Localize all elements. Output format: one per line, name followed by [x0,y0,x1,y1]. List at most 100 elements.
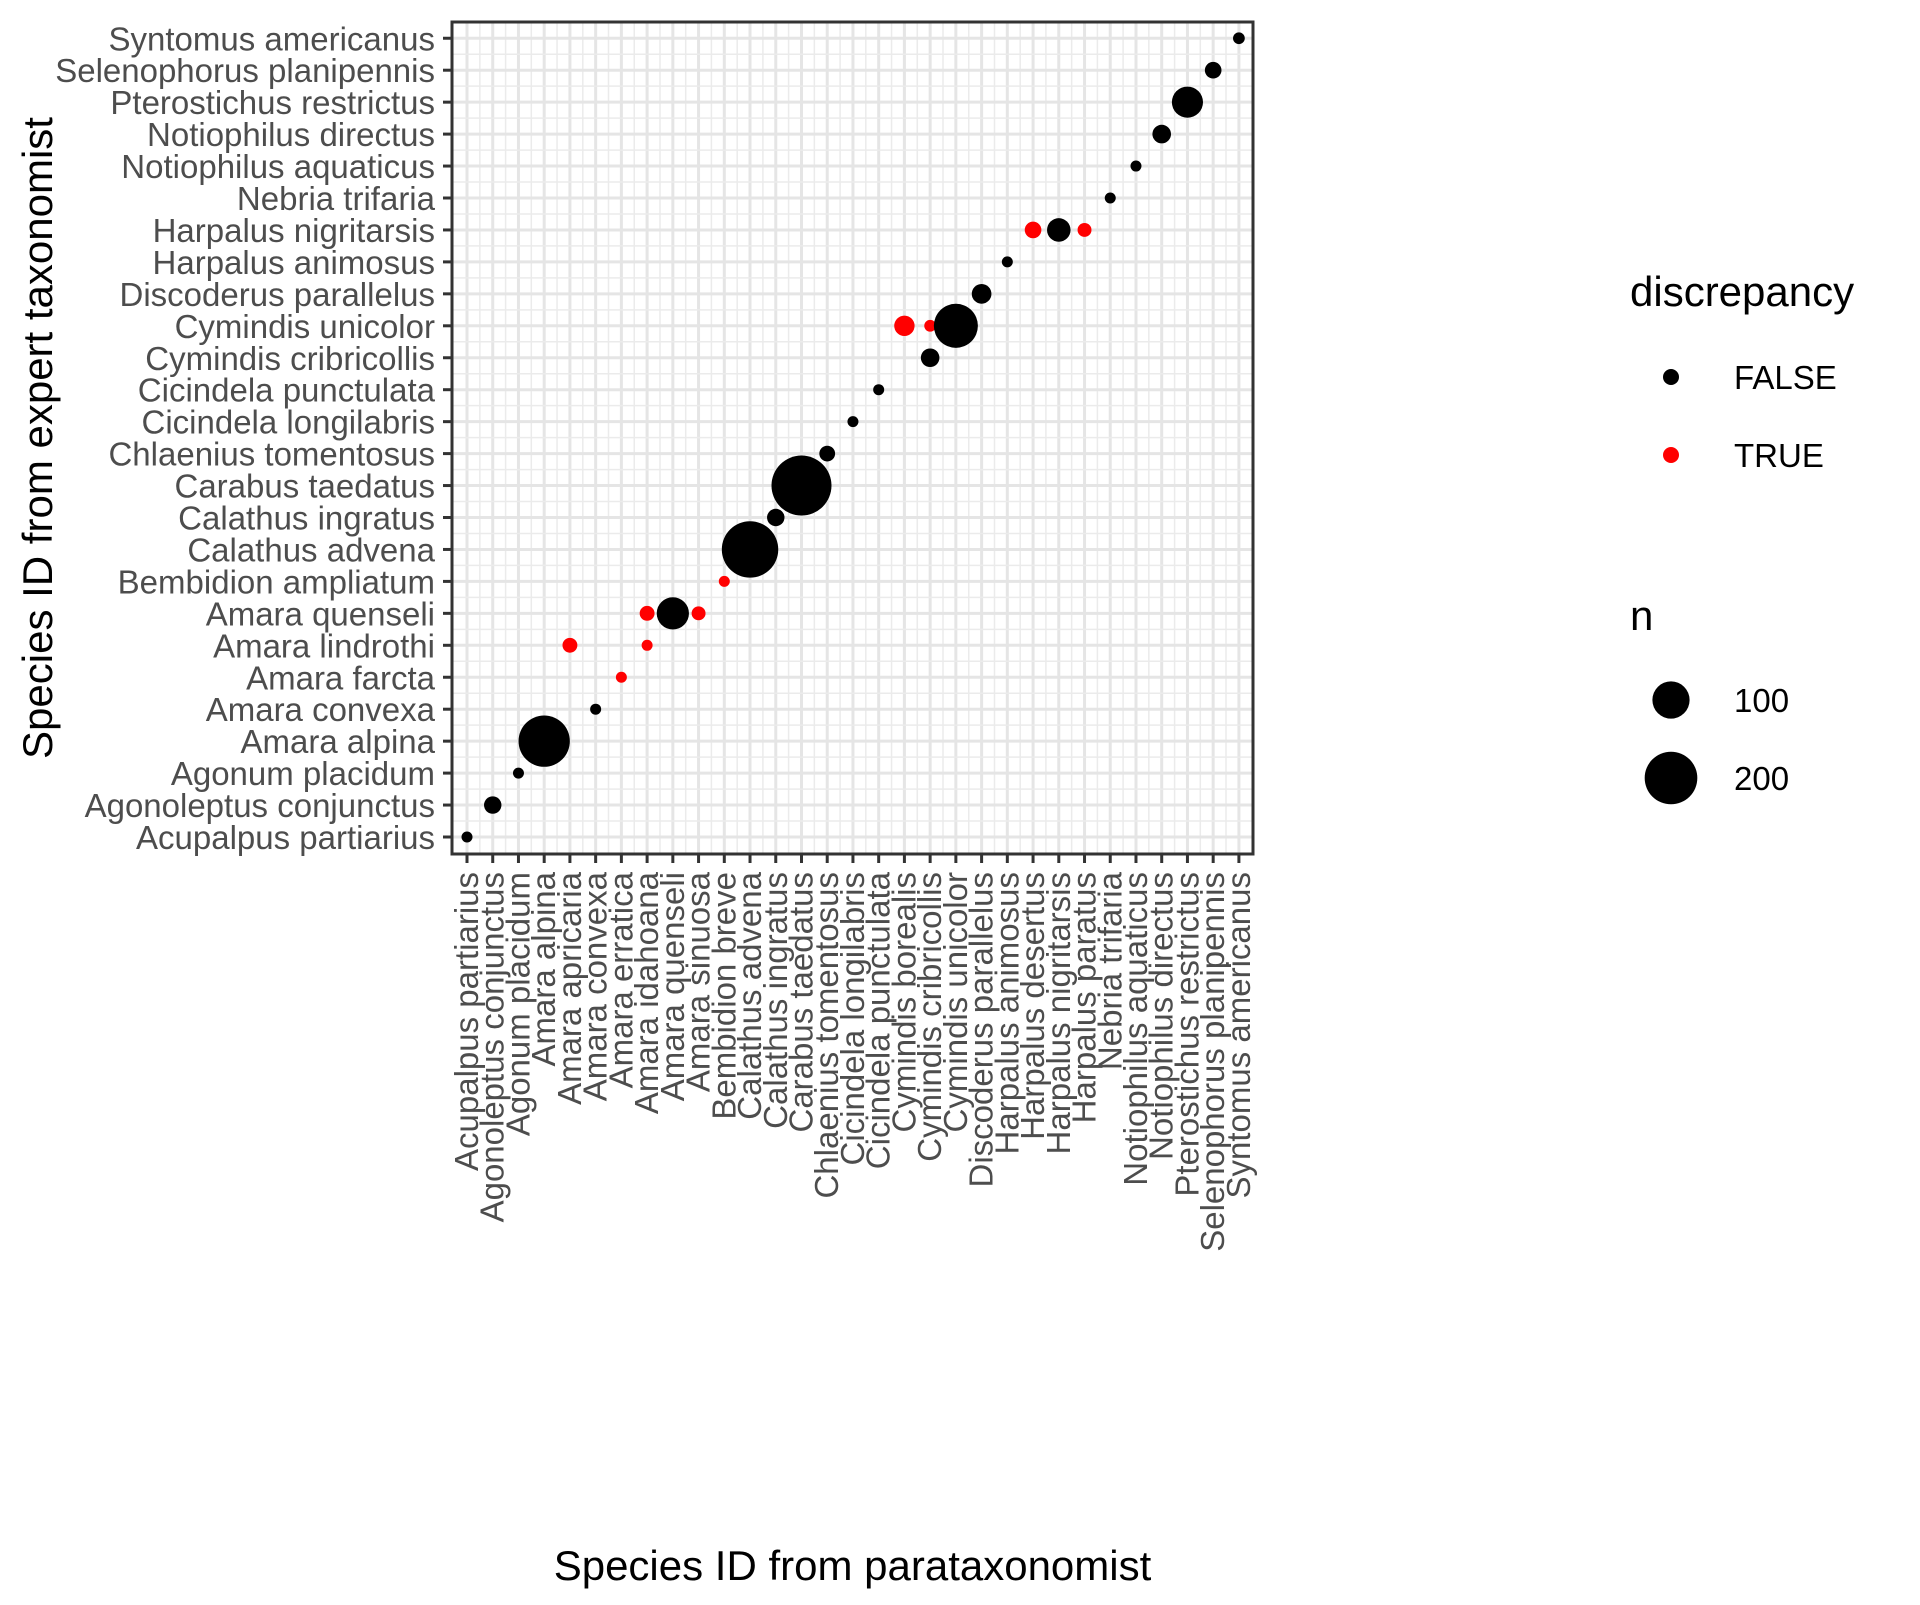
grid-layer [452,22,1253,854]
x-tick-label-cymindis-unicolor: Cymindis unicolor [937,872,974,1132]
data-point-amara-quenseli--amara-quenseli [656,597,689,630]
data-point-harpalus-desertus--harpalus-nigritarsis [1024,221,1042,239]
y-tick-label-notiophilus-directus: Notiophilus directus [147,116,435,153]
point-layer [461,32,1245,843]
data-point-agonum-placidum--agonum-placidum [512,767,524,779]
data-point-amara-alpina--amara-alpina [518,715,570,767]
x-tick-label-carabus-taedatus: Carabus taedatus [782,872,819,1133]
x-tick-label-nebria-trifaria: Nebria trifaria [1091,871,1128,1070]
data-point-amara-convexa--amara-convexa [590,703,602,715]
y-tick-label-calathus-advena: Calathus advena [187,531,435,568]
x-tick-label-harpalus-paratus: Harpalus paratus [1066,872,1103,1123]
x-tick-label-chlaenius-tomentosus: Chlaenius tomentosus [808,872,845,1199]
data-point-harpalus-paratus--harpalus-nigritarsis [1077,222,1092,237]
data-point-nebria-trifaria--nebria-trifaria [1104,192,1116,204]
x-tick-label-amara-apricaria: Amara apricaria [551,871,588,1105]
x-tick-label-harpalus-animosus: Harpalus animosus [988,872,1025,1154]
data-point-amara-idahoana--amara-lindrothi [641,639,653,651]
legend-size-label-200: 200 [1734,760,1789,797]
legend-size-key-100 [1652,681,1690,719]
legend-size-key-200 [1644,751,1698,805]
legend-key-false [1663,369,1679,385]
y-tick-label-agonoleptus-conjunctus: Agonoleptus conjunctus [85,787,435,824]
y-tick-label-chlaenius-tomentosus: Chlaenius tomentosus [108,436,435,473]
x-tick-label-agonoleptus-conjunctus: Agonoleptus conjunctus [474,872,511,1222]
y-tick-label-cicindela-longilabris: Cicindela longilabris [142,404,436,441]
y-tick-label-cicindela-punctulata: Cicindela punctulata [138,372,436,409]
y-tick-label-amara-farcta: Amara farcta [246,659,436,696]
x-tick-label-syntomus-americanus: Syntomus americanus [1220,872,1257,1198]
data-point-harpalus-nigritarsis--harpalus-nigritarsis [1047,218,1071,242]
y-tick-label-amara-quenseli: Amara quenseli [206,595,435,632]
x-tick-label-bembidion-breve: Bembidion breve [705,872,742,1120]
data-point-agonoleptus-conjunctus--agonoleptus-conjunctus [484,796,502,814]
x-tick-label-notiophilus-aquaticus: Notiophilus aquaticus [1117,872,1154,1186]
x-tick-label-calathus-ingratus: Calathus ingratus [757,872,794,1129]
data-point-cicindela-punctulata--cicindela-punctulata [873,384,885,396]
data-point-carabus-taedatus--carabus-taedatus [771,455,832,516]
legend-size-label-100: 100 [1734,682,1789,719]
x-tick-label-selenophorus-planipennis: Selenophorus planipennis [1194,872,1231,1252]
data-point-cicindela-longilabris--cicindela-longilabris [847,416,859,428]
data-point-cymindis-cribricollis--cymindis-cribricollis [920,348,940,368]
data-point-amara-idahoana--amara-quenseli [639,605,655,621]
y-tick-label-cymindis-cribricollis: Cymindis cribricollis [145,340,435,377]
y-tick-label-nebria-trifaria: Nebria trifaria [237,180,436,217]
y-tick-label-harpalus-animosus: Harpalus animosus [153,244,435,281]
x-tick-label-amara-erratica: Amara erratica [602,871,639,1088]
x-tick-label-amara-alpina: Amara alpina [525,871,562,1066]
x-tick-label-amara-convexa: Amara convexa [577,871,614,1101]
y-tick-label-acupalpus-partiarius: Acupalpus partiarius [136,819,435,856]
x-tick-label-harpalus-nigritarsis: Harpalus nigritarsis [1040,872,1077,1154]
x-tick-label-notiophilus-directus: Notiophilus directus [1143,872,1180,1160]
data-point-selenophorus-planipennis--selenophorus-planipennis [1204,61,1222,79]
data-point-amara-erratica--amara-farcta [615,671,627,683]
y-axis-title: Species ID from expert taxonomist [14,117,61,759]
data-point-amara-sinuosa--amara-quenseli [691,606,706,621]
y-tick-label-discoderus-parallelus: Discoderus parallelus [120,276,435,313]
y-tick-label-calathus-ingratus: Calathus ingratus [178,500,435,537]
y-tick-label-selenophorus-planipennis: Selenophorus planipennis [55,52,435,89]
x-tick-label-cicindela-longilabris: Cicindela longilabris [834,872,871,1166]
data-point-chlaenius-tomentosus--chlaenius-tomentosus [819,445,836,462]
legend-color-title: discrepancy [1630,268,1854,315]
x-tick-label-discoderus-parallelus: Discoderus parallelus [963,872,1000,1187]
y-tick-label-notiophilus-aquaticus: Notiophilus aquaticus [121,148,435,185]
x-tick-label-pterostichus-restrictus: Pterostichus restrictus [1168,872,1205,1197]
y-tick-label-cymindis-unicolor: Cymindis unicolor [175,308,435,345]
x-tick-label-harpalus-desertus: Harpalus desertus [1014,872,1051,1140]
x-tick-label-agonum-placidum: Agonum placidum [499,872,536,1136]
x-tick-label-acupalpus-partiarius: Acupalpus partiarius [448,872,485,1171]
y-tick-label-carabus-taedatus: Carabus taedatus [174,468,435,505]
data-point-calathus-ingratus--calathus-ingratus [767,508,785,527]
y-tick-label-bembidion-ampliatum: Bembidion ampliatum [118,563,435,600]
y-tick-label-syntomus-americanus: Syntomus americanus [109,20,435,57]
x-tick-label-amara-sinuosa: Amara sinuosa [680,871,717,1092]
y-tick-label-amara-lindrothi: Amara lindrothi [213,627,435,664]
y-tick-label-pterostichus-restrictus: Pterostichus restrictus [110,84,435,121]
x-tick-label-amara-idahoana: Amara idahoana [628,871,665,1114]
legend-label-true: TRUE [1734,437,1824,474]
y-tick-label-amara-convexa: Amara convexa [206,691,436,728]
data-point-syntomus-americanus--syntomus-americanus [1233,32,1245,45]
y-tick-label-amara-alpina: Amara alpina [241,723,436,760]
x-tick-label-cymindis-cribricollis: Cymindis cribricollis [911,872,948,1162]
data-point-pterostichus-restrictus--pterostichus-restrictus [1171,86,1204,118]
data-point-amara-apricaria--amara-lindrothi [562,637,578,653]
data-point-bembidion-breve--bembidion-ampliatum [718,575,730,587]
data-point-cymindis-borealis--cymindis-unicolor [894,315,915,336]
data-point-discoderus-parallelus--discoderus-parallelus [971,284,992,304]
y-tick-label-harpalus-nigritarsis: Harpalus nigritarsis [153,212,435,249]
legend-label-false: FALSE [1734,359,1837,396]
data-point-notiophilus-aquaticus--notiophilus-aquaticus [1130,160,1142,172]
legend-size-title: n [1630,592,1653,639]
y-tick-label-agonum-placidum: Agonum placidum [171,755,435,792]
x-tick-label-cicindela-punctulata: Cicindela punctulata [860,871,897,1169]
data-point-cymindis-cribricollis--cymindis-unicolor [924,319,937,332]
x-tick-label-calathus-advena: Calathus advena [731,871,768,1119]
data-point-calathus-advena--calathus-advena [721,521,779,578]
data-point-acupalpus-partiarius--acupalpus-partiarius [461,831,473,843]
